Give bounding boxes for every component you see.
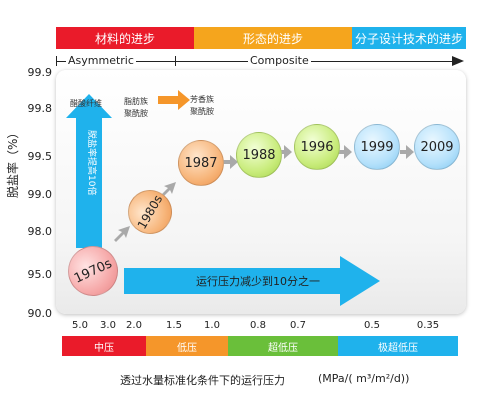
gray-arrow-icon	[400, 145, 414, 159]
x-axis-unit: (MPa/( m³/m²/d))	[318, 372, 410, 385]
timeline-end-arrow-icon	[452, 56, 464, 66]
y-tick: 99.9	[27, 66, 53, 79]
vertical-arrow-label: 脱盐率提高10倍	[86, 130, 96, 196]
vertical-up-arrow-icon	[66, 94, 112, 248]
y-tick: 98.0	[27, 225, 53, 238]
gray-arrow-icon	[278, 145, 292, 159]
horizontal-arrow-label: 运行压力减少到10分之一	[196, 275, 320, 288]
orange-right-arrow-icon	[158, 90, 190, 110]
x-tick: 2.0	[126, 320, 142, 331]
horizontal-right-arrow-icon	[124, 256, 380, 306]
note-aliphatic-1: 脂肪族	[124, 97, 148, 106]
note-aromatic-1: 芳香族	[190, 95, 214, 104]
x-tick: 0.7	[290, 320, 306, 331]
y-tick: 99.5	[27, 150, 53, 163]
pressure-band-ultra-low: 超低压	[228, 336, 338, 356]
milestone-1988: 1988	[236, 132, 282, 178]
pressure-band-medium: 中压	[62, 336, 146, 356]
note-aliphatic-2: 聚酰胺	[124, 109, 148, 118]
milestone-1996: 1996	[294, 124, 340, 170]
x-tick: 0.8	[250, 320, 266, 331]
y-tick: 95.0	[27, 268, 53, 281]
milestone-1987: 1987	[178, 140, 224, 186]
header-band-form: 形态的进步	[194, 27, 352, 49]
x-tick: 0.5	[364, 320, 380, 331]
timeline-tick-mid	[175, 56, 176, 66]
x-tick: 3.0	[100, 320, 116, 331]
y-tick: 90.0	[27, 307, 53, 320]
x-tick: 1.5	[166, 320, 182, 331]
note-cellulose-acetate: 醋酸纤维	[70, 99, 102, 108]
y-tick: 99.0	[27, 188, 53, 201]
header-band-molecular: 分子设计技术的进步	[352, 27, 466, 49]
x-tick: 1.0	[204, 320, 220, 331]
x-tick: 0.35	[416, 320, 440, 331]
gray-arrow-icon	[222, 155, 238, 169]
timeline-tick-start	[56, 56, 57, 66]
y-tick: 99.8	[27, 102, 53, 115]
pressure-band-low: 低压	[146, 336, 228, 356]
gray-arrow-icon	[114, 226, 130, 242]
x-tick: 5.0	[72, 320, 88, 331]
timeline-label-asymmetric: Asymmetric	[66, 54, 136, 67]
pressure-band-extra-ultra-low: 极超低压	[338, 336, 458, 356]
note-aromatic-2: 聚酰胺	[190, 107, 214, 116]
milestone-1999: 1999	[354, 124, 400, 170]
milestone-2009: 2009	[414, 124, 460, 170]
x-axis-caption: 透过水量标准化条件下的运行压力	[120, 374, 285, 387]
header-band-material: 材料的进步	[56, 27, 194, 49]
gray-arrow-icon	[338, 145, 352, 159]
timeline-label-composite: Composite	[248, 54, 311, 67]
